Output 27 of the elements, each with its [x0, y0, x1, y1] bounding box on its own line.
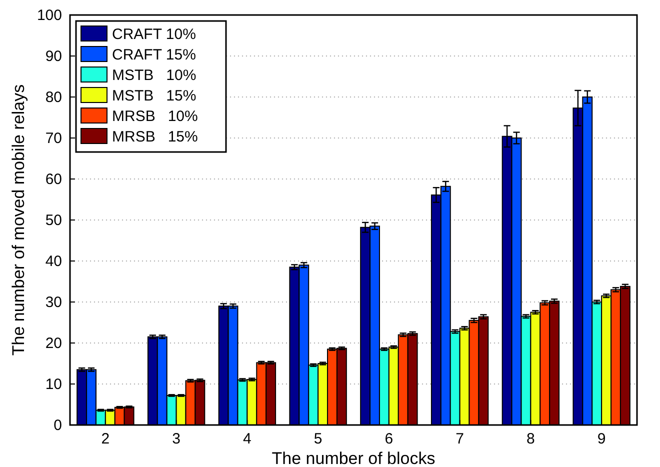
x-tick-label: 5 — [314, 430, 322, 448]
legend-label: CRAFT 15% — [112, 46, 196, 64]
x-tick-label: 4 — [243, 430, 252, 448]
legend-label: MSTB 15% — [112, 88, 196, 104]
y-tick-label: 50 — [45, 212, 62, 229]
y-tick-label: 10 — [45, 376, 62, 393]
x-tick-label: 8 — [526, 430, 535, 448]
y-axis-title: The number of moved mobile relays — [9, 84, 28, 356]
x-tick-label: 3 — [172, 430, 180, 448]
y-tick-label: 30 — [45, 294, 62, 311]
y-tick-label: 80 — [45, 88, 62, 106]
legend-label: MSTB 10% — [112, 67, 196, 84]
x-tick-label: 6 — [384, 430, 394, 448]
y-tick-label: 0 — [54, 416, 62, 434]
x-tick-label: 9 — [597, 430, 606, 448]
x-tick-label: 2 — [101, 430, 110, 448]
y-tick-label: 60 — [45, 170, 62, 188]
x-axis-title: The number of blocks — [272, 449, 436, 467]
y-tick-label: 70 — [45, 130, 62, 147]
legend-label: MRSB 10% — [112, 108, 198, 125]
y-tick-label: 40 — [45, 252, 62, 270]
x-tick-label: 7 — [456, 430, 464, 448]
legend-label: MRSB 15% — [112, 128, 198, 146]
y-tick-label: 20 — [45, 334, 62, 352]
y-tick-label: 90 — [45, 48, 62, 65]
legend-label: CRAFT 10% — [112, 26, 196, 43]
y-tick-label: 100 — [36, 6, 62, 24]
